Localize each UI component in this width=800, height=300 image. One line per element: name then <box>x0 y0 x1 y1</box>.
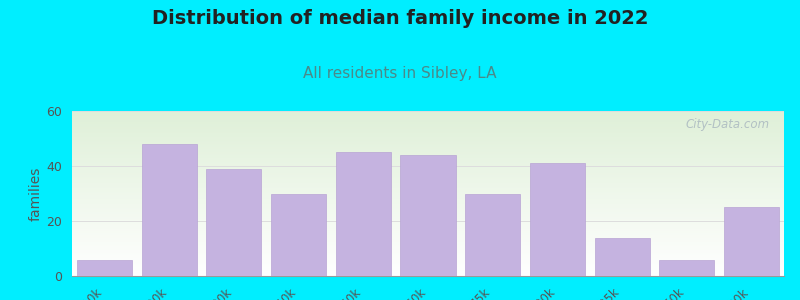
Bar <box>336 152 390 276</box>
Bar <box>401 155 455 276</box>
Text: All residents in Sibley, LA: All residents in Sibley, LA <box>303 66 497 81</box>
Bar <box>271 194 326 276</box>
Bar <box>724 207 779 276</box>
Y-axis label: families: families <box>28 166 42 221</box>
Text: Distribution of median family income in 2022: Distribution of median family income in … <box>152 9 648 28</box>
Bar <box>530 163 585 276</box>
Bar <box>466 194 520 276</box>
Text: City-Data.com: City-Data.com <box>686 118 770 130</box>
Bar <box>142 144 197 276</box>
Bar <box>594 238 650 276</box>
Bar <box>659 260 714 276</box>
Bar <box>77 260 132 276</box>
Bar <box>206 169 262 276</box>
